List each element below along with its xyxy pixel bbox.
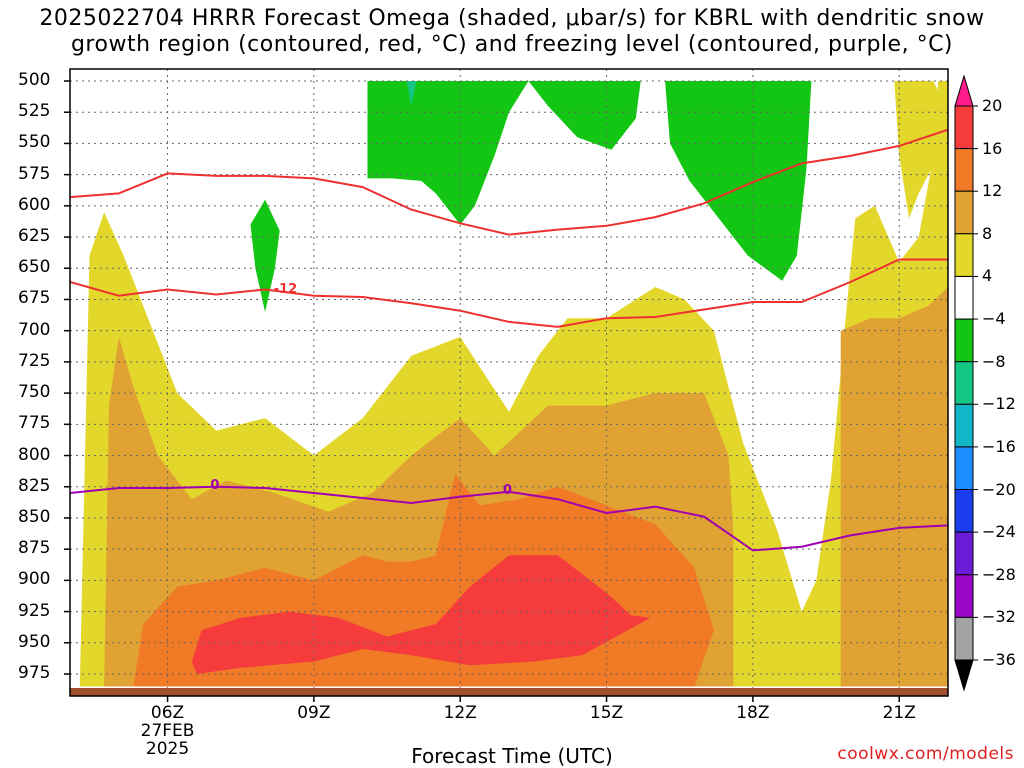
colorbar-label: −12 xyxy=(982,394,1016,414)
ytick-label: 825 xyxy=(18,475,51,496)
colorbar-box xyxy=(954,148,974,192)
xtick-label-line: 12Z xyxy=(443,703,477,723)
ytick-label: 950 xyxy=(18,631,51,652)
xtick-label: 18Z xyxy=(713,704,793,722)
ytick-label: 525 xyxy=(18,101,51,122)
colorbar-top-arrow xyxy=(954,74,974,107)
colorbar-label: 12 xyxy=(982,181,1003,201)
omega-neg4-neg8-d xyxy=(665,81,812,281)
xtick-label-line: 09Z xyxy=(297,703,331,723)
omega-16-20 xyxy=(191,555,651,674)
ytick-label: 575 xyxy=(18,163,51,184)
colorbar-label: −4 xyxy=(982,309,1006,329)
axis-ticks xyxy=(64,80,900,702)
colorbar-label: −24 xyxy=(982,522,1016,542)
colorbar-box xyxy=(954,403,974,448)
grid-lines xyxy=(70,69,948,688)
xtick-label-line: 18Z xyxy=(736,703,770,723)
ytick-label: 875 xyxy=(18,538,51,559)
ytick-label: 550 xyxy=(18,132,51,153)
xtick-label-line: 21Z xyxy=(882,703,916,723)
colorbar-box xyxy=(954,233,974,277)
xtick-label: 06Z 27FEB 2025 xyxy=(128,704,208,758)
contour-label: -12 xyxy=(273,281,298,297)
ytick-label: 850 xyxy=(18,506,51,527)
colorbar-box xyxy=(954,105,974,150)
omega-neg4-neg8-c xyxy=(528,81,641,150)
colorbar-label: −16 xyxy=(982,436,1016,456)
omega-neg4-neg8-a xyxy=(250,199,280,312)
xtick-label-line: 15Z xyxy=(589,703,624,723)
colorbar-label: −32 xyxy=(982,607,1016,627)
colorbar-box xyxy=(954,276,974,320)
plot-frame xyxy=(69,68,949,697)
contour-label: 0 xyxy=(503,482,513,498)
xtick-label: 21Z xyxy=(859,704,939,722)
colorbar-label: −36 xyxy=(982,650,1016,669)
ytick-label: 750 xyxy=(18,382,51,403)
contour-line--12 xyxy=(70,128,948,236)
colorbar-label: 8 xyxy=(982,223,993,243)
xtick-label-line: 27FEB xyxy=(140,721,195,741)
colorbar-label: −20 xyxy=(982,479,1016,499)
omega-8-12-right-small xyxy=(845,611,948,687)
colorbar-bottom-arrow xyxy=(954,659,974,692)
omega-shading xyxy=(79,81,948,687)
contour-lines xyxy=(70,128,948,552)
xtick-label: 12Z xyxy=(420,704,500,722)
ground-strip xyxy=(70,688,948,696)
chart-title-line2: growth region (contoured, red, °C) and f… xyxy=(70,32,954,57)
omega-neg4-neg8-b xyxy=(367,81,529,225)
ytick-label: 800 xyxy=(18,444,51,465)
colorbar-box xyxy=(954,574,974,618)
ytick-label: 500 xyxy=(18,70,51,90)
credit-text: coolwx.com/models xyxy=(837,744,1014,764)
omega-4-8-top-right xyxy=(894,81,948,219)
ytick-label: 725 xyxy=(18,350,51,371)
contour-line-0 xyxy=(70,485,948,552)
colorbar-box xyxy=(954,489,974,533)
colorbar-box xyxy=(954,318,974,363)
colorbar-label: 20 xyxy=(982,96,1003,115)
omega-neg8-neg12 xyxy=(406,81,417,106)
colorbar-label: −8 xyxy=(982,351,1006,371)
colorbar-box xyxy=(954,446,974,490)
xtick-label: 09Z xyxy=(274,704,354,722)
ytick-label: 625 xyxy=(18,226,51,247)
colorbar xyxy=(954,74,978,692)
colorbar-box xyxy=(954,361,974,405)
colorbar-box xyxy=(954,190,974,235)
ytick-label: 650 xyxy=(18,257,51,278)
colorbar-label: −28 xyxy=(982,564,1016,584)
x-axis-label: Forecast Time (UTC) xyxy=(411,744,613,768)
ytick-label: 675 xyxy=(18,288,51,309)
ytick-label: 700 xyxy=(18,319,51,340)
xtick-label-line: 06Z xyxy=(150,703,185,723)
colorbar-box xyxy=(954,616,974,661)
ytick-label: 925 xyxy=(18,600,51,621)
colorbar-box xyxy=(954,531,974,576)
xtick-label: 15Z xyxy=(567,704,647,722)
ytick-label: 600 xyxy=(18,194,51,215)
colorbar-label: 4 xyxy=(982,266,993,286)
xtick-label-line: 2025 xyxy=(145,739,190,759)
ytick-label: 900 xyxy=(18,569,51,590)
ytick-label: 775 xyxy=(18,413,51,434)
contour-label: 0 xyxy=(210,477,220,493)
chart-title-line1: 2025022704 HRRR Forecast Omega (shaded, … xyxy=(39,6,985,31)
colorbar-label: 16 xyxy=(982,138,1003,158)
contour-line--12 xyxy=(70,258,948,328)
omega-8-12-right xyxy=(840,287,948,687)
ytick-label: 975 xyxy=(18,663,51,683)
